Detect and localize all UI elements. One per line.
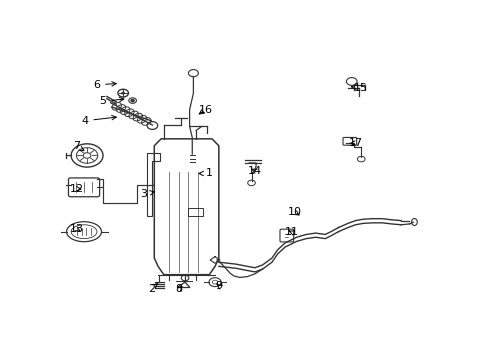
Text: 4: 4 (81, 116, 116, 126)
Circle shape (131, 99, 134, 102)
Text: 10: 10 (288, 207, 302, 217)
Text: 14: 14 (248, 166, 262, 176)
Circle shape (122, 92, 124, 94)
Bar (189, 208, 203, 216)
Text: 8: 8 (175, 284, 183, 294)
Text: 3: 3 (141, 189, 154, 199)
Text: 2: 2 (148, 283, 158, 293)
Text: 13: 13 (70, 225, 84, 234)
Text: 16: 16 (198, 105, 213, 115)
Text: 1: 1 (199, 168, 213, 179)
Text: 11: 11 (285, 227, 299, 237)
Text: 6: 6 (93, 80, 116, 90)
Text: 5: 5 (99, 96, 124, 107)
Text: 12: 12 (70, 184, 83, 194)
Text: 15: 15 (351, 82, 368, 93)
Text: 17: 17 (348, 138, 363, 148)
Text: 9: 9 (215, 281, 222, 291)
Text: 7: 7 (73, 141, 84, 151)
